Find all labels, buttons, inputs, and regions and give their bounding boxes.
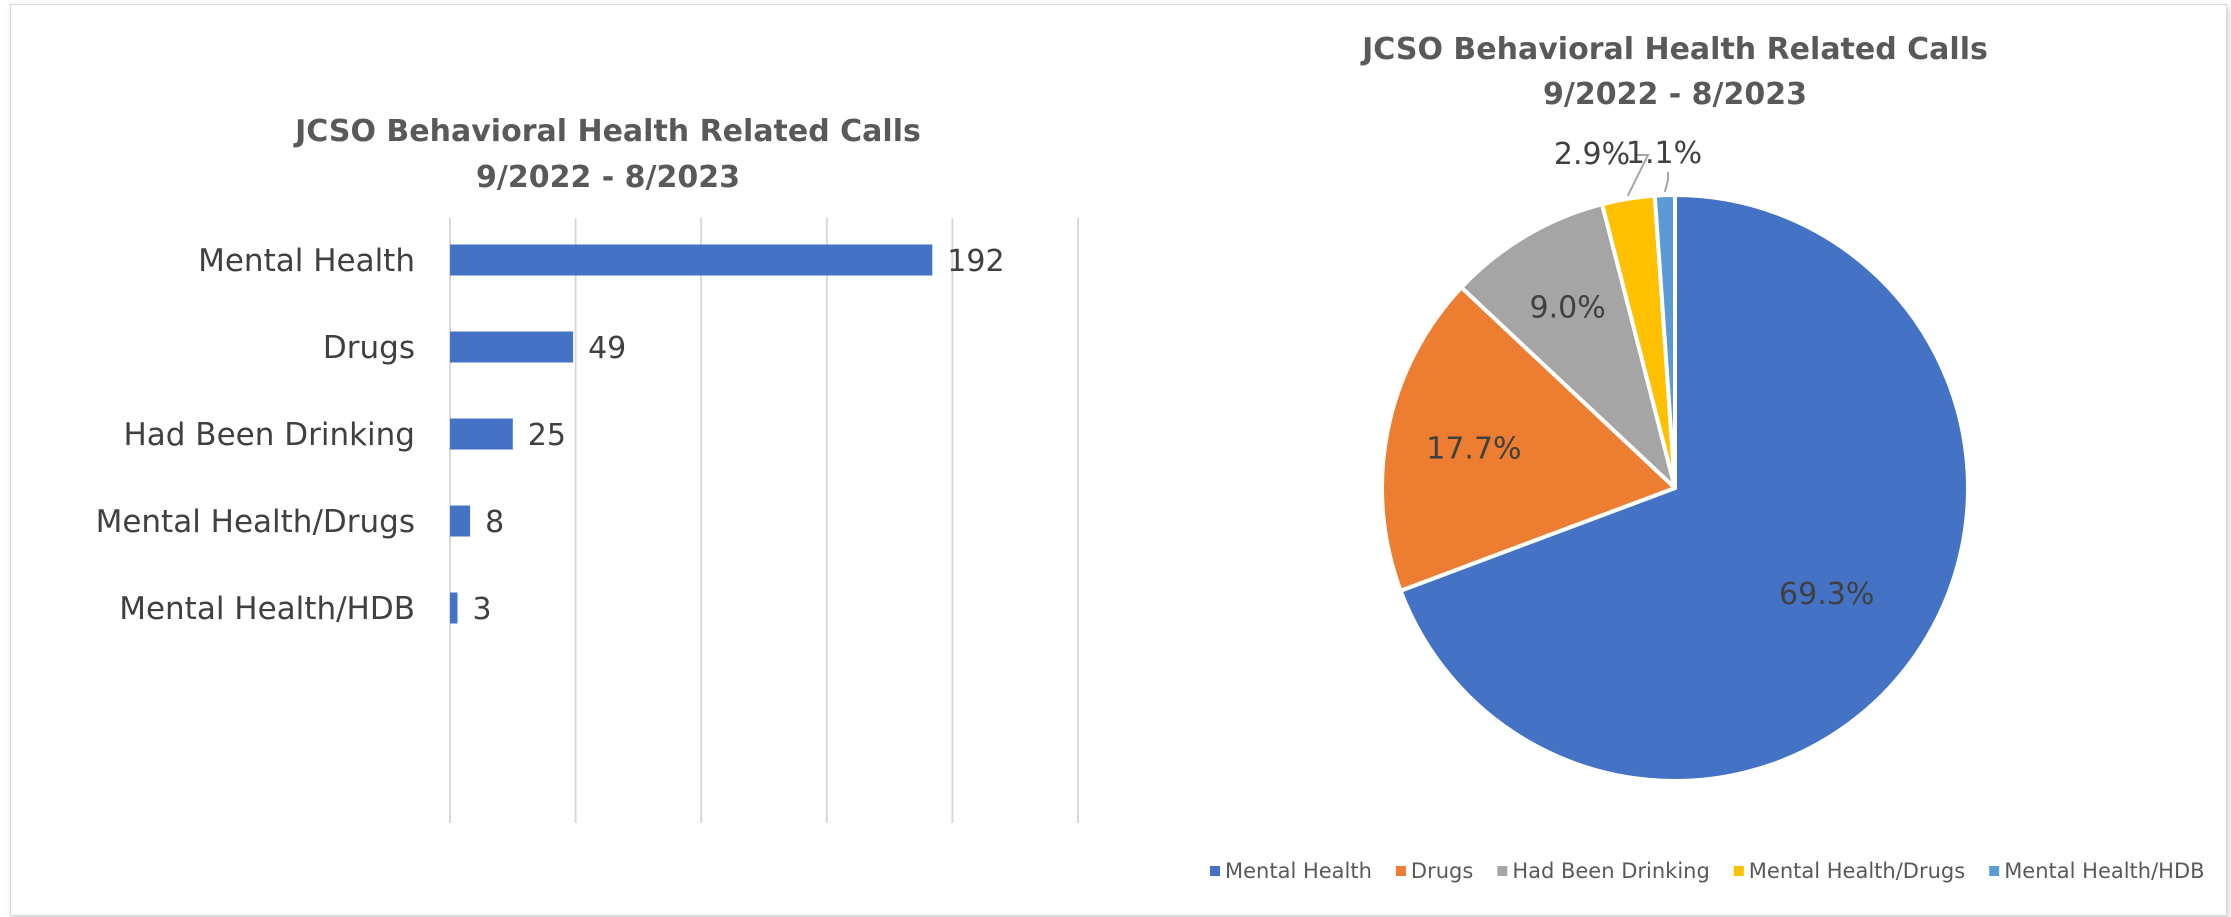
legend-item-had-been-drinking[interactable]: Had Been Drinking (1497, 859, 1710, 883)
pie-slice-mental-health-hdb (1652, 193, 1677, 490)
legend-swatch-drugs (1395, 866, 1406, 876)
pie-label-mental-health-hdb: 1.1% (1626, 136, 1702, 171)
pie-slice-mental-health (1398, 193, 1970, 783)
legend-label-drugs: Drugs (1411, 859, 1473, 883)
legend-item-mental-health-hdb[interactable]: Mental Health/HDB (1989, 859, 2205, 883)
pie-label-mental-health-drugs: 2.9% (1554, 137, 1630, 172)
bar-value-label-drugs: 49 (588, 331, 626, 366)
pie-chart-title-line-2: 9/2022 - 8/2023 (1543, 77, 1807, 112)
bar-category-label-drugs: Drugs (323, 330, 415, 366)
pie-data-labels: 69.3% 17.7% 9.0% 2.9%1.1% (1426, 136, 1874, 612)
legend-swatch-mental-health-hdb (1989, 866, 2000, 876)
bar-chart-title-line-1: JCSO Behavioral Health Related Calls (293, 114, 921, 149)
pie-label-mental-health: 69.3% (1779, 577, 1874, 612)
pie-slice-drugs (1380, 285, 1677, 593)
bar-value-label-mental-health-hdb: 3 (473, 592, 492, 627)
pie-slices (1380, 193, 1970, 783)
bar-category-labels: Mental Health Drugs Had Been Drinking Menta… (96, 243, 415, 627)
pie-chart: JCSO Behavioral Health Related Calls 9/2… (1210, 32, 2205, 883)
bar-category-label-mental-health-hdb: Mental Health/HDB (119, 591, 415, 627)
bar-chart-title-line-2: 9/2022 - 8/2023 (476, 160, 740, 195)
legend-swatch-had-been-drinking (1497, 866, 1508, 876)
legend-label-mental-health-hdb: Mental Health/HDB (2004, 859, 2204, 883)
bar-category-label-had-been-drinking: Had Been Drinking (123, 417, 415, 453)
legend-label-had-been-drinking: Had Been Drinking (1512, 859, 1709, 883)
legend-swatch-mental-health-drugs (1733, 866, 1744, 876)
legend-label-mental-health-drugs: Mental Health/Drugs (1749, 859, 1965, 883)
legend-swatch-mental-health (1210, 866, 1220, 876)
bar-category-label-mental-health-drugs: Mental Health/Drugs (96, 504, 415, 540)
legend-item-mental-health-drugs[interactable]: Mental Health/Drugs (1733, 859, 1965, 883)
bar-value-label-mental-health-drugs: 8 (485, 505, 504, 540)
pie-legend[interactable]: Mental Health Drugs Had Been Drinking Menta… (1210, 859, 2205, 883)
bar-chart: JCSO Behavioral Health Related Calls 9/2… (96, 114, 1079, 823)
bar-mental-health-drugs (450, 505, 471, 537)
pie-chart-title-line-1: JCSO Behavioral Health Related Calls (1360, 32, 1988, 67)
bar-drugs (450, 331, 574, 363)
pie-leader-line-mental-health-drugs (1626, 154, 1650, 197)
bar-value-label-mental-health: 192 (947, 244, 1004, 279)
bar-gridlines (449, 218, 1079, 823)
bar-category-label-mental-health: Mental Health (198, 243, 415, 279)
bar-mental-health-hdb (450, 592, 458, 624)
pie-leader-line-mental-health-hdb (1663, 172, 1669, 193)
bar-had-been-drinking (450, 418, 513, 450)
pie-label-had-been-drinking: 9.0% (1530, 290, 1606, 325)
legend-item-drugs[interactable]: Drugs (1395, 859, 1473, 883)
bar-marks (450, 244, 933, 624)
bar-mental-health (450, 244, 933, 276)
bar-value-label-had-been-drinking: 25 (528, 418, 566, 453)
bar-data-labels: 192 49 25 8 3 (473, 244, 1005, 627)
legend-label-mental-health: Mental Health (1225, 859, 1372, 883)
pie-label-drugs: 17.7% (1426, 432, 1521, 467)
legend-item-mental-health[interactable]: Mental Health (1210, 859, 1372, 883)
pie-leader-lines (1626, 154, 1669, 197)
pie-slice-had-been-drinking (1459, 202, 1677, 490)
